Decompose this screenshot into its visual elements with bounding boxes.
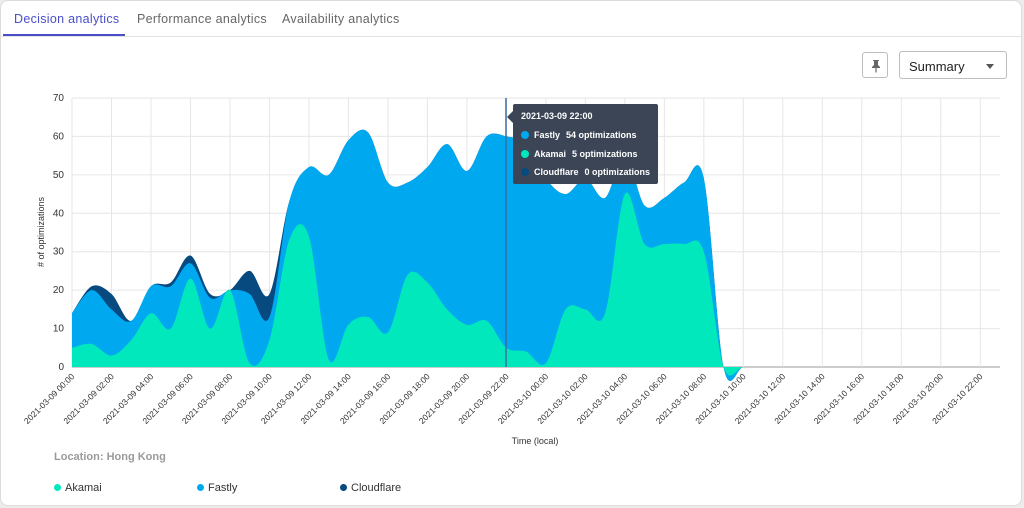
tooltip-title: 2021-03-09 22:00 <box>521 111 593 121</box>
tooltip-row-akamai: Akamai 5 optimizations <box>521 149 638 159</box>
fastly-legend-dot-icon <box>197 484 204 491</box>
cloudflare-dot-icon <box>521 168 529 176</box>
location-value: Hong Kong <box>106 451 166 463</box>
legend-label: Fastly <box>208 482 238 494</box>
legend-item-akamai[interactable]: Akamai <box>54 482 102 494</box>
y-tick-label: 40 <box>53 208 65 219</box>
tooltip-row-name: Cloudflare <box>534 167 579 177</box>
location-label: Location: Hong Kong <box>54 451 166 463</box>
y-tick-label: 30 <box>53 247 65 258</box>
y-tick-label: 20 <box>53 285 65 296</box>
tooltip-row-value: 0 optimizations <box>584 167 651 177</box>
y-tick-label: 60 <box>53 131 65 142</box>
summary-select-value: Summary <box>909 59 965 74</box>
y-tick-label: 10 <box>53 324 65 335</box>
y-axis-label: # of optimizations <box>36 196 46 267</box>
legend-label: Akamai <box>65 482 102 494</box>
tooltip-row-cloudflare: Cloudflare 0 optimizations <box>521 167 650 177</box>
tooltip-row-name: Akamai <box>534 149 567 159</box>
chevron-down-icon <box>986 64 994 69</box>
akamai-legend-dot-icon <box>54 484 61 491</box>
tab-performance-analytics[interactable]: Performance analytics <box>137 12 267 26</box>
legend-item-cloudflare[interactable]: Cloudflare <box>340 482 401 494</box>
tooltip-row-name: Fastly <box>534 130 561 140</box>
akamai-dot-icon <box>521 150 529 158</box>
y-tick-label: 0 <box>58 362 64 373</box>
tooltip-row-fastly: Fastly 54 optimizations <box>521 130 637 140</box>
tooltip-row-value: 54 optimizations <box>566 130 637 140</box>
tab-availability-analytics[interactable]: Availability analytics <box>282 12 400 26</box>
x-axis-label: Time (local) <box>512 436 559 446</box>
legend-label: Cloudflare <box>351 482 402 494</box>
tab-bar: Decision analytics Performance analytics… <box>1 1 1021 37</box>
cloudflare-legend-dot-icon <box>340 484 347 491</box>
active-tab-indicator <box>3 34 125 36</box>
location-key: Location: <box>54 451 104 463</box>
summary-select[interactable]: Summary <box>899 51 1007 79</box>
tab-decision-analytics[interactable]: Decision analytics <box>14 12 120 26</box>
y-tick-label: 70 <box>53 93 65 104</box>
pin-button[interactable] <box>862 52 888 78</box>
tooltip-row-value: 5 optimizations <box>572 149 638 159</box>
chart-areas <box>72 129 1000 381</box>
chart-tooltip: 2021-03-09 22:00 Fastly 54 optimizations … <box>507 104 658 184</box>
y-tick-label: 50 <box>53 170 65 181</box>
fastly-dot-icon <box>521 131 529 139</box>
series-area-akamai <box>72 192 1000 376</box>
y-axis-ticks: 0 10 20 30 40 50 60 70 <box>53 93 65 373</box>
legend-item-fastly[interactable]: Fastly <box>197 482 237 494</box>
pin-icon <box>872 60 880 73</box>
